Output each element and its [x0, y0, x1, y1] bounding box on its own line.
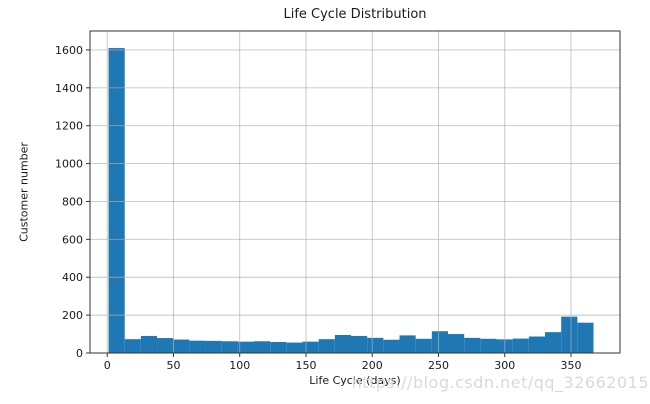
x-axis-label: Life Cycle (days)	[309, 374, 401, 387]
y-tick-label: 0	[76, 347, 83, 360]
histogram-bar	[561, 316, 578, 353]
watermark-text: https://blog.csdn.net/qq_32662015	[351, 373, 649, 392]
x-tick-label: 250	[428, 359, 449, 372]
histogram-bar	[173, 339, 190, 353]
histogram-bar	[270, 342, 287, 353]
y-tick-label: 1200	[55, 120, 83, 133]
histogram-bar	[415, 338, 432, 353]
histogram-bar	[545, 332, 562, 353]
histogram-bar	[448, 334, 465, 353]
chart-title: Life Cycle Distribution	[283, 7, 427, 22]
x-tick-label: 300	[494, 359, 515, 372]
histogram-bar	[480, 338, 497, 353]
histogram-bar	[464, 337, 481, 353]
histogram-bar	[108, 48, 125, 354]
histogram-bar	[140, 335, 158, 353]
y-tick-label: 800	[62, 195, 83, 208]
histogram-bar	[318, 339, 335, 353]
histogram-bar	[237, 341, 255, 353]
y-tick-label: 1600	[55, 44, 83, 57]
x-tick-label: 50	[166, 359, 180, 372]
histogram-bar	[512, 338, 529, 353]
histogram-bar	[431, 331, 449, 353]
x-tick-label: 150	[295, 359, 316, 372]
histogram-bar	[383, 339, 400, 353]
histogram-bar	[399, 335, 416, 353]
histogram-bar	[351, 335, 368, 353]
histogram-bar	[254, 341, 271, 353]
histogram-bar	[157, 338, 174, 353]
plot-border	[89, 30, 621, 354]
histogram-bar	[302, 341, 319, 353]
histogram-bar	[205, 340, 222, 353]
y-tick-label: 1000	[55, 158, 83, 171]
histogram-bar	[189, 340, 206, 353]
x-tick-label: 0	[104, 359, 111, 372]
histogram-bar	[577, 322, 594, 353]
y-tick-label: 1400	[55, 82, 83, 95]
histogram-bar	[528, 336, 546, 353]
x-tick-label: 100	[229, 359, 250, 372]
y-tick-label: 600	[62, 233, 83, 246]
histogram-bar	[286, 342, 303, 353]
histogram-bar	[367, 337, 384, 353]
histogram-bar	[124, 339, 141, 353]
y-tick-label: 400	[62, 271, 83, 284]
y-tick-label: 200	[62, 309, 83, 322]
histogram-bar	[221, 341, 238, 353]
histogram-bar	[334, 335, 352, 353]
x-tick-label: 200	[362, 359, 383, 372]
y-axis-label: Customer number	[17, 142, 31, 242]
x-tick-label: 350	[560, 359, 581, 372]
